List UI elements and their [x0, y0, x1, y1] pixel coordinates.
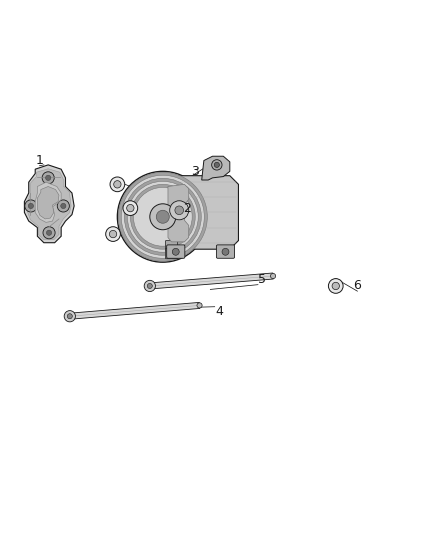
Text: 2: 2	[183, 201, 191, 215]
Circle shape	[43, 227, 55, 239]
FancyBboxPatch shape	[167, 245, 185, 259]
Circle shape	[110, 230, 117, 238]
Polygon shape	[25, 165, 74, 243]
Circle shape	[118, 172, 207, 261]
Circle shape	[61, 204, 66, 208]
Circle shape	[67, 314, 72, 319]
Circle shape	[25, 200, 37, 212]
Polygon shape	[202, 156, 230, 180]
Circle shape	[156, 211, 169, 223]
Circle shape	[42, 172, 54, 184]
Circle shape	[147, 284, 152, 288]
Polygon shape	[35, 182, 61, 222]
Circle shape	[106, 227, 120, 241]
FancyBboxPatch shape	[166, 240, 177, 251]
Polygon shape	[70, 302, 200, 319]
Text: 6: 6	[353, 279, 361, 293]
Circle shape	[127, 205, 134, 212]
Circle shape	[127, 181, 198, 252]
Circle shape	[124, 178, 201, 255]
Text: 1: 1	[35, 154, 43, 167]
Circle shape	[172, 248, 179, 255]
Circle shape	[328, 279, 343, 293]
Circle shape	[46, 230, 52, 236]
FancyBboxPatch shape	[166, 248, 177, 259]
Circle shape	[134, 188, 192, 246]
Circle shape	[28, 204, 33, 208]
Circle shape	[175, 206, 184, 215]
Polygon shape	[169, 176, 238, 249]
Circle shape	[214, 162, 219, 167]
Text: 5: 5	[258, 273, 266, 286]
FancyBboxPatch shape	[216, 245, 235, 259]
Circle shape	[114, 181, 121, 188]
Circle shape	[197, 303, 202, 308]
Circle shape	[332, 282, 339, 289]
Circle shape	[64, 311, 75, 322]
Circle shape	[110, 177, 125, 192]
Polygon shape	[37, 187, 59, 219]
Circle shape	[170, 201, 189, 220]
Circle shape	[270, 273, 276, 279]
Circle shape	[144, 280, 155, 292]
Circle shape	[121, 175, 204, 259]
Circle shape	[212, 160, 222, 170]
Circle shape	[150, 204, 176, 230]
Text: 4: 4	[215, 305, 223, 318]
Polygon shape	[28, 169, 71, 240]
Polygon shape	[168, 184, 189, 242]
Circle shape	[123, 201, 138, 215]
Circle shape	[222, 248, 229, 255]
Circle shape	[131, 184, 195, 249]
Circle shape	[46, 175, 51, 181]
Polygon shape	[149, 273, 273, 289]
Text: 3: 3	[191, 165, 199, 178]
Circle shape	[57, 200, 69, 212]
Circle shape	[117, 172, 208, 262]
